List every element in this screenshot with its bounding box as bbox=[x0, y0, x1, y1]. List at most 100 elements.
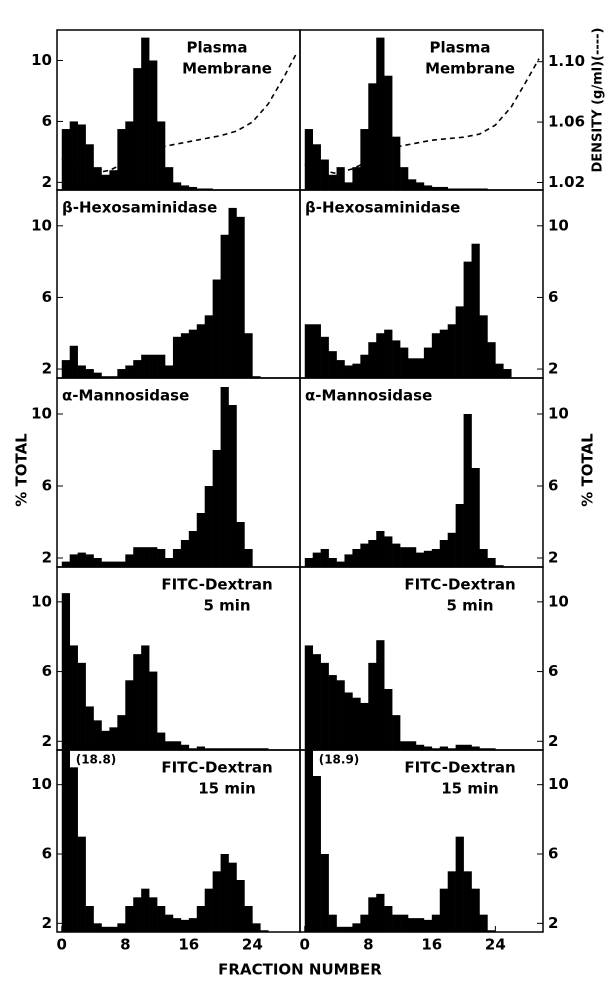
bar bbox=[196, 324, 206, 378]
panel-title: 5 min bbox=[203, 597, 250, 615]
bar bbox=[384, 906, 393, 932]
bar bbox=[141, 645, 150, 750]
bar bbox=[157, 732, 166, 750]
bar bbox=[368, 342, 377, 378]
bar bbox=[141, 547, 150, 567]
bar bbox=[61, 750, 71, 932]
panel-title: β-Hexosaminidase bbox=[62, 199, 217, 217]
bar bbox=[455, 836, 464, 932]
panel-title: FITC-Dextran bbox=[404, 759, 515, 777]
bar bbox=[69, 121, 78, 190]
bar bbox=[304, 129, 314, 190]
bar bbox=[352, 363, 361, 378]
bar bbox=[252, 376, 261, 378]
bar bbox=[455, 744, 464, 750]
bar bbox=[180, 333, 190, 378]
y2-tick-label: 1.10 bbox=[548, 52, 585, 70]
bar bbox=[220, 234, 229, 378]
bar bbox=[439, 888, 449, 932]
bar bbox=[415, 744, 425, 750]
panel-title: α-Mannosidase bbox=[62, 387, 189, 405]
bar bbox=[244, 549, 253, 567]
bar bbox=[149, 60, 158, 190]
x-tick-label: 8 bbox=[363, 936, 373, 954]
bar bbox=[172, 336, 182, 378]
y-tick-label: 2 bbox=[42, 360, 52, 378]
panel-title: 5 min bbox=[446, 597, 493, 615]
bar bbox=[172, 549, 182, 567]
bar bbox=[304, 324, 314, 378]
bar bbox=[368, 662, 377, 750]
plot-area bbox=[304, 414, 504, 567]
bar bbox=[320, 159, 329, 190]
bar bbox=[252, 748, 261, 750]
bar bbox=[252, 923, 261, 932]
bar bbox=[304, 645, 314, 750]
bar bbox=[117, 129, 126, 190]
y-tick-label: 10 bbox=[31, 216, 52, 234]
bar bbox=[487, 342, 496, 378]
bar bbox=[172, 741, 182, 750]
plot-area bbox=[304, 37, 540, 190]
bar bbox=[188, 918, 198, 932]
bar bbox=[133, 360, 142, 378]
density-line bbox=[304, 58, 540, 175]
bar bbox=[228, 405, 237, 567]
bar bbox=[471, 243, 480, 378]
bar bbox=[392, 914, 401, 932]
plot-area bbox=[304, 640, 496, 750]
bar bbox=[503, 369, 512, 378]
bar bbox=[212, 748, 221, 750]
bar bbox=[376, 531, 385, 567]
bar bbox=[360, 702, 369, 750]
bar bbox=[360, 543, 369, 567]
bar bbox=[392, 715, 401, 750]
y-tick-label: 6 bbox=[42, 845, 52, 863]
panel-frame bbox=[299, 377, 544, 568]
bar bbox=[165, 365, 174, 378]
bar bbox=[463, 871, 472, 932]
bar bbox=[336, 167, 345, 190]
plot-area bbox=[61, 593, 269, 750]
bar bbox=[352, 167, 361, 190]
bar bbox=[109, 727, 118, 750]
bar bbox=[77, 124, 86, 190]
bar bbox=[392, 136, 401, 190]
bar bbox=[188, 748, 198, 750]
bar bbox=[376, 640, 385, 750]
panel-title: FITC-Dextran bbox=[404, 576, 515, 594]
bar bbox=[61, 593, 71, 750]
bar bbox=[360, 129, 369, 190]
bar bbox=[157, 906, 166, 932]
bar bbox=[415, 918, 425, 932]
x-tick-label: 8 bbox=[120, 936, 130, 954]
bar bbox=[312, 144, 321, 190]
bar bbox=[400, 347, 409, 378]
bar bbox=[336, 926, 345, 932]
bar bbox=[479, 188, 488, 190]
y-tick-label: 2 bbox=[548, 549, 558, 567]
bar bbox=[180, 185, 190, 190]
bar bbox=[320, 662, 329, 750]
y2-axis-label: DENSITY (g/ml)(----) bbox=[591, 28, 606, 173]
x-tick-label: 24 bbox=[242, 936, 263, 954]
bar bbox=[368, 540, 377, 567]
bar bbox=[447, 188, 456, 190]
bar bbox=[320, 549, 329, 567]
bar bbox=[101, 561, 110, 567]
bar bbox=[109, 170, 118, 190]
y-tick-label: 10 bbox=[31, 775, 52, 793]
bar bbox=[423, 746, 433, 750]
bar bbox=[312, 324, 321, 378]
y-tick-label: 10 bbox=[31, 405, 52, 423]
bar bbox=[400, 547, 409, 567]
y-tick-label: 2 bbox=[42, 732, 52, 750]
bar bbox=[447, 748, 456, 750]
bar bbox=[77, 836, 86, 932]
bar bbox=[236, 880, 245, 932]
y-tick-label: 2 bbox=[42, 549, 52, 567]
bar bbox=[133, 547, 142, 567]
bar bbox=[93, 558, 102, 567]
panel-title: 15 min bbox=[441, 780, 499, 798]
bar bbox=[423, 347, 433, 378]
